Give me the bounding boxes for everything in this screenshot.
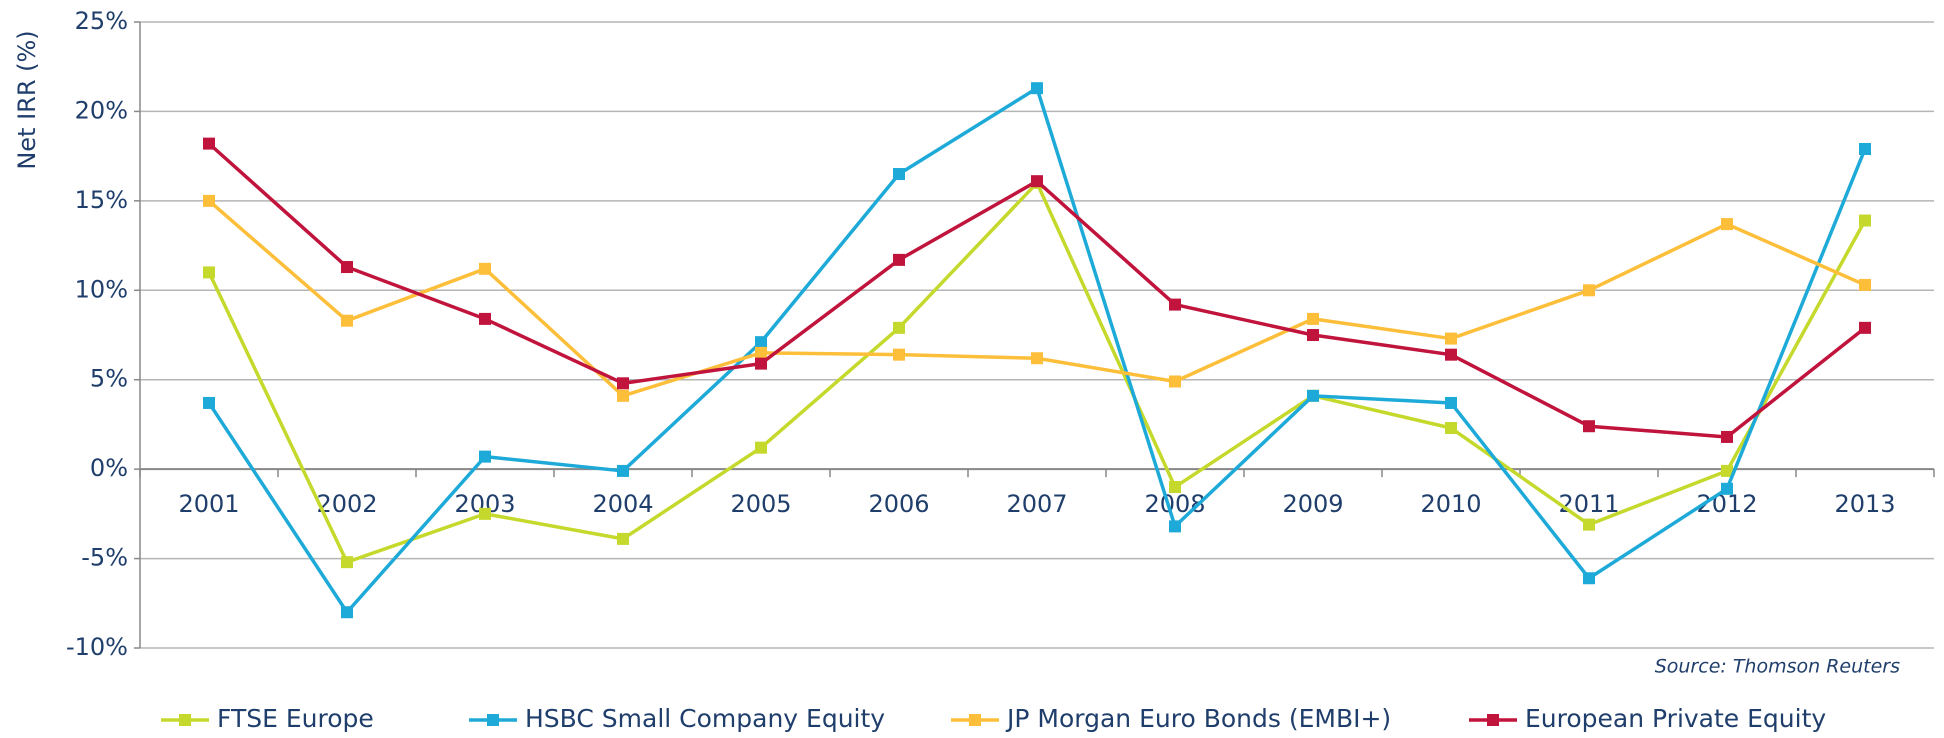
legend-marker <box>487 714 499 726</box>
x-tick-label: 2001 <box>178 490 239 518</box>
x-tick-label: 2006 <box>868 490 929 518</box>
legend-label: European Private Equity <box>1525 704 1826 733</box>
data-point <box>1031 82 1043 95</box>
data-point <box>893 168 905 181</box>
data-point <box>341 314 353 327</box>
data-point <box>1307 329 1319 341</box>
data-point <box>479 450 491 463</box>
data-point <box>1169 481 1181 494</box>
y-tick-label: -10% <box>66 633 128 661</box>
series-line <box>207 199 1866 398</box>
y-tick-label: 25% <box>75 7 128 35</box>
x-tick-label: 2010 <box>1420 490 1481 518</box>
x-tick-label: 2007 <box>1006 490 1067 518</box>
data-point <box>1859 321 1871 334</box>
y-tick-label: 15% <box>75 186 128 214</box>
data-point <box>203 194 215 207</box>
data-point <box>1307 389 1319 402</box>
data-point <box>893 348 905 361</box>
data-point <box>341 261 353 274</box>
x-tick-label: 2013 <box>1834 490 1895 518</box>
data-point <box>1445 332 1457 345</box>
series-line <box>207 86 1867 614</box>
source-note: Source: Thomson Reuters <box>1655 656 1900 678</box>
legend-marker <box>179 714 191 726</box>
data-point <box>1031 175 1043 188</box>
legend-label: FTSE Europe <box>217 704 374 733</box>
y-tick-label: 20% <box>75 96 128 124</box>
y-tick-label: 10% <box>75 275 128 303</box>
y-tick-label: 5% <box>90 365 128 393</box>
legend-marker <box>1487 714 1499 726</box>
x-tick-label: 2005 <box>730 490 791 518</box>
data-point <box>617 377 629 390</box>
data-point <box>341 556 353 569</box>
data-point <box>893 321 905 334</box>
y-axis-label: Net IRR (%) <box>13 30 41 169</box>
data-point <box>1583 420 1595 433</box>
data-point <box>341 606 353 619</box>
data-point <box>1859 278 1871 291</box>
data-point <box>1445 396 1457 409</box>
data-point <box>1721 464 1733 477</box>
data-point <box>617 464 629 477</box>
data-point <box>617 532 629 545</box>
data-point <box>1031 352 1043 365</box>
data-point <box>1583 518 1595 531</box>
data-point <box>1445 422 1457 435</box>
data-point <box>893 253 905 266</box>
data-point <box>1721 430 1733 443</box>
legend-label: JP Morgan Euro Bonds (EMBI+) <box>1005 704 1391 733</box>
data-point <box>1721 482 1733 495</box>
x-tick-label: 2009 <box>1282 490 1343 518</box>
data-point <box>1307 312 1319 325</box>
data-point <box>1169 298 1181 311</box>
data-point <box>479 262 491 275</box>
data-point <box>1583 284 1595 297</box>
data-point <box>1721 218 1733 231</box>
x-tick-label: 2008 <box>1144 490 1205 518</box>
x-tick-label: 2011 <box>1558 490 1619 518</box>
data-point <box>203 266 215 279</box>
x-tick-label: 2002 <box>316 490 377 518</box>
data-point <box>1169 375 1181 388</box>
data-point <box>755 441 767 454</box>
data-point <box>203 396 215 409</box>
x-tick-label: 2004 <box>592 490 653 518</box>
data-point <box>479 312 491 325</box>
data-point <box>617 389 629 402</box>
data-point <box>1445 348 1457 361</box>
data-point <box>1169 520 1181 533</box>
data-point <box>1859 142 1871 155</box>
data-point <box>755 357 767 370</box>
y-tick-label: 0% <box>90 454 128 482</box>
data-point <box>479 507 491 520</box>
data-point <box>755 346 767 359</box>
y-tick-label: -5% <box>81 544 128 572</box>
legend-marker <box>969 714 981 726</box>
data-point <box>1859 214 1871 227</box>
data-point <box>755 336 767 349</box>
legend-label: HSBC Small Company Equity <box>525 704 885 733</box>
data-point <box>1583 572 1595 585</box>
data-point <box>203 137 215 150</box>
